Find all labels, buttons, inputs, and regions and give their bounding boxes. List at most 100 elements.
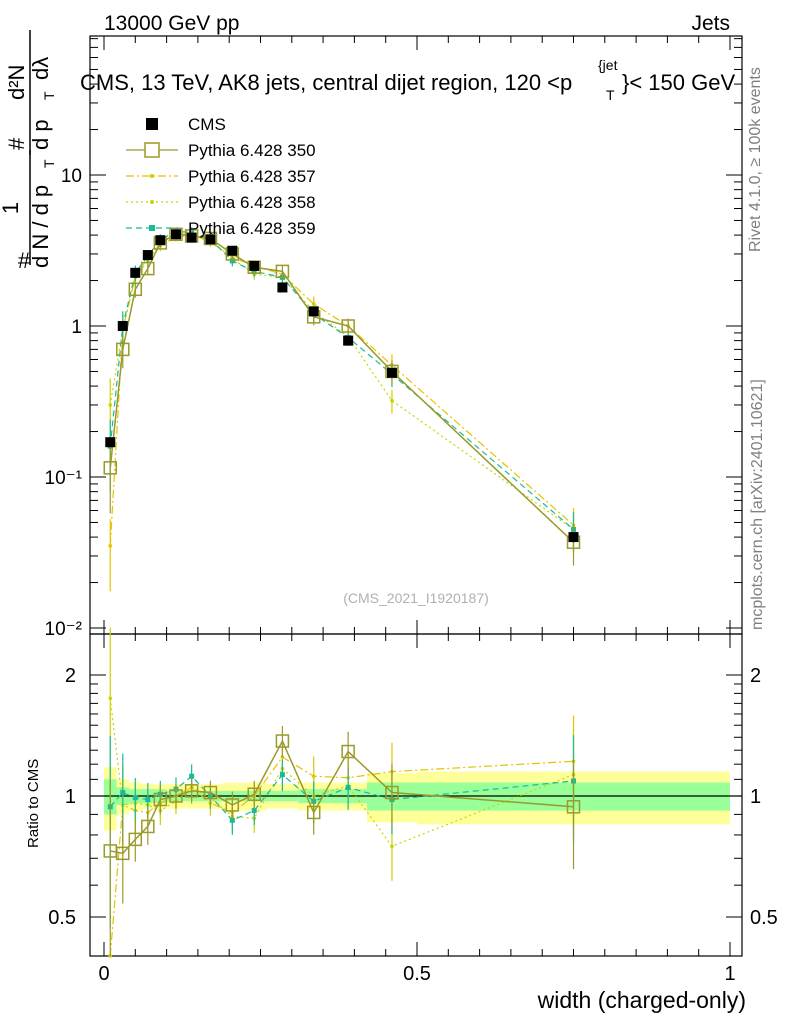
title-close: }< 150 GeV [622,70,735,95]
legend-label: Pythia 6.428 350 [188,141,316,160]
ratio-ylabel: Ratio to CMS [25,759,42,848]
ratio-tick-label-right: 0.5 [750,907,778,929]
ylabel-hash-2: # [4,137,29,150]
title-sup: {jet [598,57,618,73]
y-tick-label: 1 [71,317,82,338]
pythia-dot-marker [390,398,394,403]
cms-data-point [277,282,288,293]
p359-ratio-marker [189,773,195,779]
ylabel-dpt: d p [28,119,53,150]
y-tick-label: 10⁻² [45,619,83,640]
ratio-tick-label-right: 1 [750,786,761,808]
p350-ratio-marker [153,792,168,807]
cms-data-point [170,229,181,240]
p359-ratio-marker [145,797,151,803]
ratio-plot-frame [89,633,743,957]
ylabel-dn: d N / d p [28,185,53,268]
series-line [109,233,574,546]
y-tick-label: 10⁻¹ [45,468,83,489]
pythia-dot-ratio-marker [108,696,113,701]
p350-ratio-marker [225,798,240,812]
cms-data-point [249,260,260,271]
ylabel-dlambda: dλ [28,57,53,80]
ratio-tick-label: 2 [65,665,76,687]
ratio-tick-label: 1 [65,786,76,808]
legend-dot-marker [150,174,154,178]
p350-ratio-marker [141,819,155,834]
p359-ratio-marker [251,808,257,814]
p350-marker [128,282,143,297]
p350-marker [169,227,183,242]
side-rivet-label: Rivet 4.1.0, ≥ 100k events [747,67,764,252]
p350-ratio-marker [341,744,355,759]
p359-ratio-marker [345,784,351,790]
main-axes: 10⁻² 10⁻¹ 1 10 0 0.5 1 [45,36,742,985]
p350-ratio-marker [385,785,399,800]
p350-ratio-marker [306,805,321,820]
legend-dot-marker [150,200,154,204]
p359-marker [229,258,235,264]
ratio-bands [90,767,742,831]
p350-marker [341,319,355,333]
p350-ratio-marker [203,785,218,800]
x-tick-label: 0 [98,963,109,985]
ratio-series [103,627,581,958]
p350-ratio-marker [566,800,581,814]
p350-ratio-marker [247,787,261,802]
title-sub: T [606,87,615,103]
pythia-dot-marker [108,544,113,548]
cms-data-point [205,234,216,245]
header-jets: Jets [691,12,730,35]
analysis-watermark: (CMS_2021_I1920187) [343,590,489,606]
pythia-dot-ratio-marker [390,844,394,849]
p350-ratio-marker [169,789,183,803]
pythia-dot-marker [108,403,113,407]
series-line [109,234,574,530]
main-series [103,227,581,592]
legend-label: CMS [188,115,226,134]
plot-title: CMS, 13 TeV, AK8 jets, central dijet reg… [80,57,735,103]
ylabel-one: 1 [0,202,23,214]
y-axis-label: # 1 d N / d p T # d²N d p T dλ [0,30,57,273]
legend-label: Pythia 6.428 358 [188,193,316,212]
p350-ratio-marker [116,846,130,861]
x-tick-label: 0.5 [403,963,431,985]
cms-data-point [343,335,354,346]
ratio-tick-label-right: 2 [750,665,761,687]
legend-label: Pythia 6.428 357 [188,167,316,186]
cms-data-point [142,250,153,261]
cms-data-point [308,306,319,317]
cms-data-point [386,367,397,378]
p350-marker [203,231,218,246]
p359-ratio-marker [132,795,138,801]
cms-data-point [186,232,197,243]
cms-data-point [568,532,579,543]
x-axis-label: width (charged-only) [537,987,746,1013]
p350-marker [116,342,130,357]
cms-data-point [117,321,128,331]
cms-data-point [155,235,166,246]
p359-ratio-marker [229,817,235,823]
legend: CMS Pythia 6.428 350 Pythia 6.428 357 Pythi… [126,115,316,238]
side-mcplots-label: mcplots.cern.ch [arXiv:2401.10621] [749,379,766,630]
series-line [109,233,575,543]
p350-ratio-marker [275,734,290,748]
legend-label: Pythia 6.428 359 [188,219,316,238]
x-tick-label: 1 [724,963,735,985]
ylabel-d2n: d²N [4,65,29,100]
legend-p350-marker [144,142,160,158]
ylabel-t-1: T [41,159,57,168]
ylabel-hash-1: # [18,248,31,273]
title-main: CMS, 13 TeV, AK8 jets, central dijet reg… [80,70,572,95]
ratio-axes: 0.5 0.5 1 1 2 2 [48,665,778,929]
y-tick-label: 10 [61,166,82,187]
p359-ratio-marker [279,772,285,778]
ratio-tick-label: 0.5 [48,907,76,929]
p350-ratio-marker [128,832,143,847]
header-energy: 13000 GeV pp [104,12,239,35]
p359-ratio-marker [120,790,126,796]
legend-p359-marker [149,225,155,231]
cms-data-point [227,245,238,256]
cms-data-point [105,437,116,448]
